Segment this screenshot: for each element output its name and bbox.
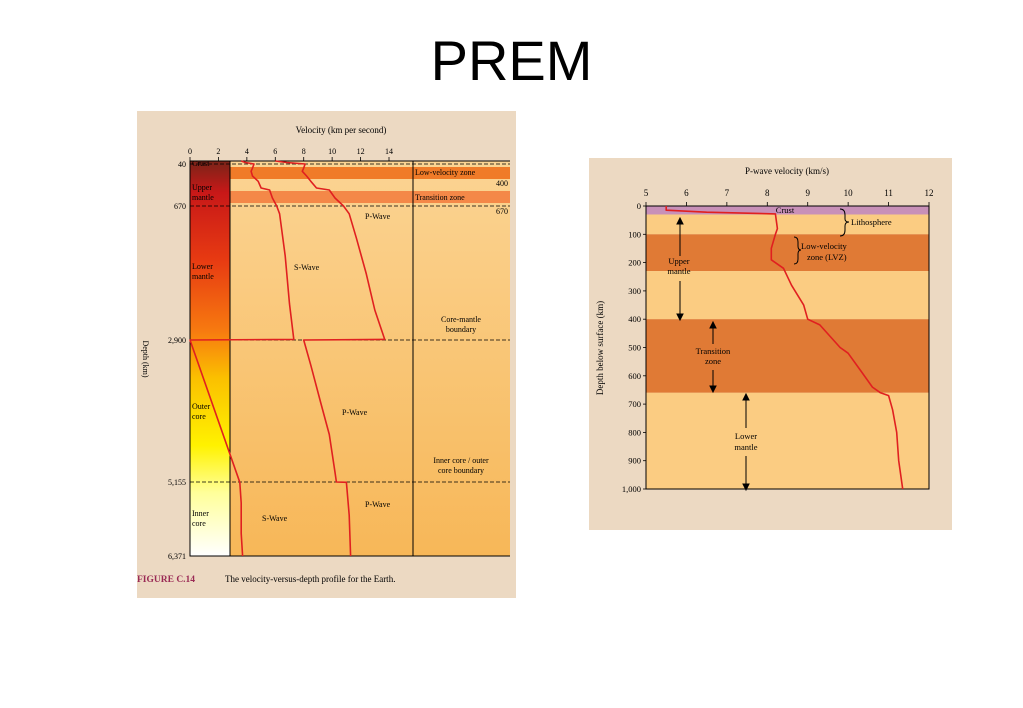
depth-400-label: 400 — [496, 179, 508, 188]
p-wave-velocity-figure: P-wave velocity (km/s) Depth below surfa… — [589, 158, 952, 530]
lower-mantle-label-line1: Lower — [735, 431, 757, 441]
x-tick-label-9: 9 — [805, 188, 810, 198]
figure-caption: The velocity-versus-depth profile for th… — [225, 574, 395, 584]
zone-label-inner-core: Inner core — [192, 509, 209, 528]
p-wave-upper-label: P-Wave — [365, 212, 391, 221]
depth-band-light-5 — [646, 392, 929, 489]
core-mantle-label-line2: boundary — [446, 325, 476, 334]
y-tick-label-6,371: 6,371 — [168, 552, 186, 561]
upper-mantle-arrowhead-up — [676, 216, 684, 225]
lithosphere-label: Lithosphere — [851, 217, 892, 227]
x-tick-label-8: 8 — [302, 147, 306, 156]
transition-arrowhead-up — [709, 320, 717, 329]
zone-label-upper-mantle: Upper mantle — [192, 183, 214, 202]
y-tick-label-400: 400 — [628, 314, 641, 324]
figure-label: FIGURE C.14 — [137, 575, 195, 585]
y-axis-title: Depth (km) — [141, 340, 150, 377]
y-tick-label-900: 900 — [628, 456, 641, 466]
y-tick-label-300: 300 — [628, 286, 641, 296]
y-tick-label-40: 40 — [178, 160, 186, 169]
series-p-wave-velocity-line — [665, 206, 904, 490]
x-tick-label-6: 6 — [273, 147, 277, 156]
x-axis-title: Velocity (km per second) — [296, 125, 387, 135]
y-tick-label-670: 670 — [174, 202, 186, 211]
lower-mantle-arrowhead-up — [742, 392, 750, 401]
depth-band-light-3 — [646, 271, 929, 320]
depth-band-dark-2 — [646, 234, 929, 272]
low-velocity-zone-label: Low-velocity zone — [415, 168, 476, 177]
plot-background — [230, 161, 510, 556]
x-tick-label-8: 8 — [765, 188, 770, 198]
velocity-depth-chart: Velocity (km per second) Depth (km) Crus… — [137, 111, 516, 598]
lithosphere-brace — [839, 208, 850, 237]
x-tick-label-10: 10 — [844, 188, 854, 198]
lvz-label-line1: Low-velocity — [801, 241, 848, 251]
transition-band — [230, 191, 510, 203]
x-axis-title: P-wave velocity (km/s) — [745, 166, 829, 176]
x-tick-label-12: 12 — [925, 188, 934, 198]
lvz-label-line2: zone (LVZ) — [807, 252, 847, 262]
y-tick-label-200: 200 — [628, 258, 641, 268]
transition-arrowhead-down — [709, 385, 717, 394]
y-tick-label-0: 0 — [637, 201, 641, 211]
lower-mantle-label-line2: mantle — [734, 442, 757, 452]
x-tick-label-5: 5 — [644, 188, 649, 198]
y-tick-label-100: 100 — [628, 229, 641, 239]
x-tick-label-14: 14 — [385, 147, 393, 156]
upper-mantle-label-line2: mantle — [667, 266, 690, 276]
y-axis-title: Depth below surface (km) — [595, 301, 605, 395]
lower-mantle-arrowhead-down — [742, 483, 750, 492]
slide-title: PREM — [430, 29, 593, 92]
y-tick-label-500: 500 — [628, 343, 641, 353]
x-tick-label-10: 10 — [328, 147, 336, 156]
transition-zone-label: Transition zone — [415, 193, 465, 202]
zone-label-crust: Crust — [192, 159, 210, 168]
zone-label-outer-core: Outer core — [192, 402, 211, 421]
x-tick-label-12: 12 — [357, 147, 365, 156]
y-tick-label-800: 800 — [628, 427, 641, 437]
x-tick-label-7: 7 — [725, 188, 730, 198]
zone-label-lower-mantle: Lower mantle — [192, 262, 214, 281]
velocity-depth-figure: Velocity (km per second) Depth (km) Crus… — [137, 111, 516, 598]
low-velocity-band — [230, 167, 510, 179]
x-tick-label-0: 0 — [188, 147, 192, 156]
s-wave-inner-core-label: S-Wave — [262, 514, 288, 523]
depth-670-label: 670 — [496, 207, 508, 216]
x-tick-label-11: 11 — [884, 188, 893, 198]
crust-label: Crust — [776, 205, 795, 215]
p-wave-velocity-chart: P-wave velocity (km/s) Depth below surfa… — [589, 158, 952, 530]
s-wave-mantle-label: S-Wave — [294, 263, 320, 272]
x-tick-label-6: 6 — [684, 188, 689, 198]
upper-mantle-label-line1: Upper — [668, 256, 689, 266]
y-tick-label-600: 600 — [628, 371, 641, 381]
y-tick-label-1,000: 1,000 — [622, 484, 641, 494]
depth-band-light-1 — [646, 214, 929, 235]
x-tick-label-4: 4 — [245, 147, 249, 156]
y-tick-label-700: 700 — [628, 399, 641, 409]
y-tick-label-2,900: 2,900 — [168, 336, 186, 345]
series-p-wave-line — [275, 160, 386, 557]
p-wave-outer-core-label: P-Wave — [342, 408, 368, 417]
transition-zone-label-line2: zone — [705, 356, 721, 366]
lvz-brace — [793, 236, 802, 265]
transition-zone-label-line1: Transition — [696, 346, 731, 356]
depth-band-dark-4 — [646, 319, 929, 393]
y-tick-label-5,155: 5,155 — [168, 478, 186, 487]
inner-outer-core-label-line2: core boundary — [438, 466, 484, 475]
x-tick-label-2: 2 — [216, 147, 220, 156]
core-mantle-label-line1: Core-mantle — [441, 315, 481, 324]
upper-mantle-arrowhead-down — [676, 313, 684, 322]
p-wave-inner-core-label: P-Wave — [365, 500, 391, 509]
depth-band-crust-0 — [646, 206, 929, 215]
series-s-wave-line — [189, 160, 295, 557]
inner-outer-core-label-line1: Inner core / outer — [433, 456, 489, 465]
